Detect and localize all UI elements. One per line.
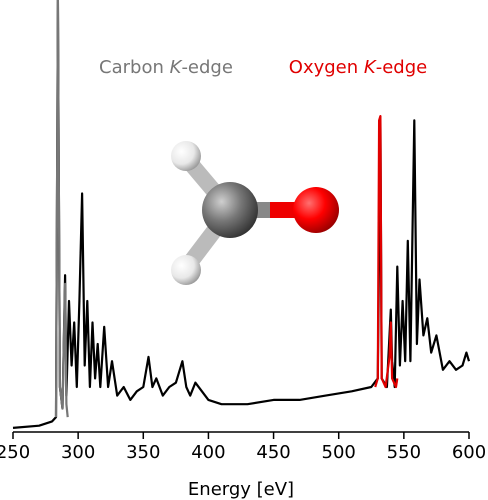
text-part: Oxygen bbox=[289, 57, 364, 78]
x-tick-label: 400 bbox=[191, 442, 225, 463]
x-tick-label: 500 bbox=[322, 442, 356, 463]
edge-annotation: Carbon K-edge bbox=[99, 57, 233, 78]
x-tick-label: 550 bbox=[387, 442, 421, 463]
molecule bbox=[171, 141, 339, 285]
x-tick-label: 300 bbox=[61, 442, 95, 463]
carbon-atom bbox=[202, 182, 258, 238]
x-axis-label: Energy [eV] bbox=[188, 479, 294, 500]
hydrogen-atom bbox=[171, 141, 201, 171]
italic-part: K bbox=[170, 57, 183, 78]
spectrum-line bbox=[54, 0, 69, 418]
oxygen-atom bbox=[293, 187, 339, 233]
hydrogen-atom bbox=[171, 255, 201, 285]
text-part: Carbon bbox=[99, 57, 170, 78]
x-tick-label: 600 bbox=[452, 442, 486, 463]
spectrum-line bbox=[374, 115, 399, 389]
italic-part: K bbox=[364, 57, 377, 78]
x-tick-label: 250 bbox=[0, 442, 30, 463]
x-tick-label: 350 bbox=[126, 442, 160, 463]
x-tick-label: 450 bbox=[256, 442, 290, 463]
edge-annotation: Oxygen K-edge bbox=[289, 57, 427, 78]
spectrum-line bbox=[12, 0, 471, 429]
text-part: -edge bbox=[181, 57, 233, 78]
text-part: -edge bbox=[376, 57, 428, 78]
